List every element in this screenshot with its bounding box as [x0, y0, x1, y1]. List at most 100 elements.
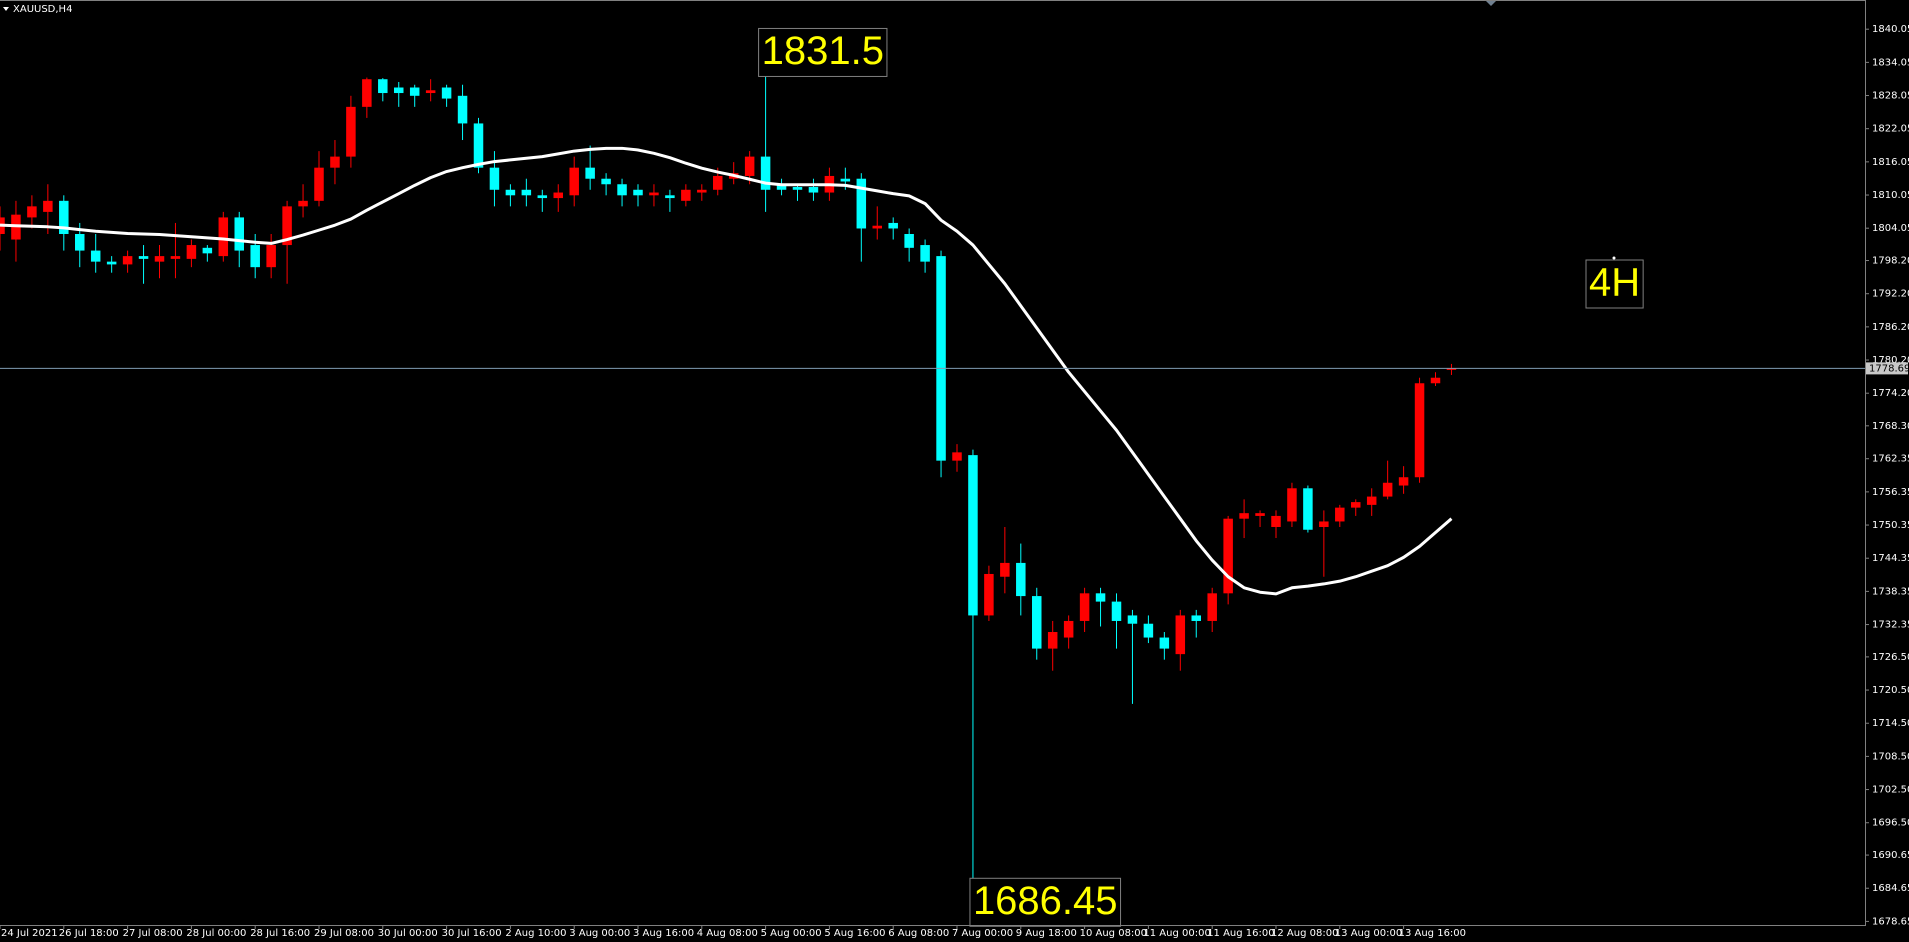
candle-body [1032, 596, 1042, 649]
timeframe-box [1585, 259, 1644, 309]
candle-body [1063, 620, 1074, 638]
candle-body [617, 184, 627, 196]
y-tick-label: 1834.05 [1872, 57, 1909, 68]
x-tick-label: 13 Aug 16:00 [1399, 928, 1466, 939]
candle-body [1239, 513, 1249, 519]
x-tick-label: 10 Aug 08:00 [1080, 928, 1147, 939]
candle-body [1271, 515, 1281, 527]
candle-body [968, 455, 978, 616]
x-tick-label: 30 Jul 00:00 [378, 928, 438, 939]
candle-body [585, 167, 595, 179]
y-tick-label: 1762.35 [1872, 454, 1909, 465]
x-tick-label: 28 Jul 00:00 [186, 928, 246, 939]
timeframe-label: 4H [1589, 261, 1640, 305]
high-annotation-box [758, 27, 888, 77]
candle-body [553, 192, 563, 199]
moving-average-line [0, 146, 1453, 596]
candle-body [856, 178, 867, 229]
x-tick-label: 11 Aug 00:00 [1143, 928, 1210, 939]
y-tick-label: 1810.05 [1872, 190, 1909, 201]
y-tick-label: 1708.50 [1872, 751, 1909, 762]
current-price-box [1866, 362, 1908, 375]
x-tick-label: 26 Jul 18:00 [59, 928, 119, 939]
x-tick-label: 29 Jul 08:00 [314, 928, 374, 939]
candle-body [218, 217, 229, 257]
candle-body [1047, 632, 1058, 649]
candle-body [888, 222, 898, 229]
low-annotation: 1686.45 [973, 879, 1118, 923]
candle-body [633, 189, 643, 196]
candle-body [1414, 383, 1425, 478]
candle-body [681, 189, 691, 201]
candle-body [904, 234, 914, 248]
candle-body [1287, 488, 1297, 522]
candle-body [521, 189, 532, 196]
x-tick-label: 2 Aug 10:00 [505, 928, 566, 939]
candle-body [59, 200, 69, 235]
x-tick-label: 28 Jul 16:00 [250, 928, 310, 939]
candle-body [170, 256, 181, 259]
candle-body [1111, 601, 1122, 621]
candle-body [138, 256, 149, 259]
candle-body [920, 245, 930, 262]
candle-body [872, 225, 882, 229]
candle-body [537, 195, 548, 199]
y-tick-label: 1768.30 [1872, 421, 1909, 432]
y-tick-label: 1792.20 [1872, 289, 1909, 300]
plot-area [0, 76, 1457, 879]
x-tick-label: 3 Aug 16:00 [633, 928, 694, 939]
candle-body [649, 192, 659, 196]
y-tick-label: 1744.35 [1872, 553, 1909, 564]
current-price-label: 1778.69 [1869, 363, 1909, 374]
candle-body [346, 106, 356, 157]
candle-body [984, 573, 994, 616]
y-tick-label: 1774.20 [1872, 388, 1909, 399]
candle-body [760, 156, 771, 190]
y-tick-label: 1786.20 [1872, 322, 1909, 333]
candle-body [394, 87, 404, 94]
candle-body [1223, 518, 1233, 594]
candle-body [840, 178, 851, 182]
y-tick-label: 1702.50 [1872, 785, 1909, 796]
y-tick-label: 1750.35 [1872, 520, 1909, 531]
candle-body [330, 156, 340, 168]
candle-body [250, 245, 260, 268]
x-tick-label: 24 Jul 2021 [1, 928, 58, 939]
candle-body [1319, 521, 1329, 527]
candle-body [505, 189, 516, 196]
y-tick-label: 1804.05 [1872, 223, 1909, 234]
candle-body [697, 189, 707, 193]
y-tick-label: 1720.50 [1872, 685, 1909, 696]
candle-body [1351, 502, 1361, 508]
candle-body [936, 256, 946, 461]
y-tick-label: 1816.05 [1872, 157, 1909, 168]
candle-body [27, 206, 37, 218]
y-tick-label: 1822.05 [1872, 124, 1909, 135]
candle-body [1398, 477, 1409, 486]
candle-body [1143, 623, 1154, 638]
x-tick-label: 11 Aug 16:00 [1207, 928, 1274, 939]
shift-marker [1486, 1, 1496, 6]
candle-body [713, 175, 723, 190]
candle-body [1366, 496, 1377, 505]
candle-body [154, 256, 165, 262]
candle-body [441, 87, 452, 99]
candle-body [1207, 593, 1217, 621]
y-tick-label: 1690.65 [1872, 850, 1909, 861]
x-tick-label: 4 Aug 08:00 [697, 928, 758, 939]
candle-body [378, 79, 388, 94]
title-arrow [3, 7, 9, 11]
y-tick-label: 1714.50 [1872, 718, 1909, 729]
candle-body [90, 250, 101, 262]
candle-body [43, 200, 53, 212]
candle-body [808, 187, 819, 193]
x-tick-label: 13 Aug 00:00 [1335, 928, 1402, 939]
candle-body [569, 167, 579, 196]
candle-body [952, 452, 962, 461]
candle-body [1079, 593, 1090, 621]
candle-body [186, 245, 197, 259]
candle-body [776, 184, 787, 190]
chart-title: XAUUSD,H4 [13, 4, 72, 15]
x-tick-label: 12 Aug 08:00 [1271, 928, 1338, 939]
